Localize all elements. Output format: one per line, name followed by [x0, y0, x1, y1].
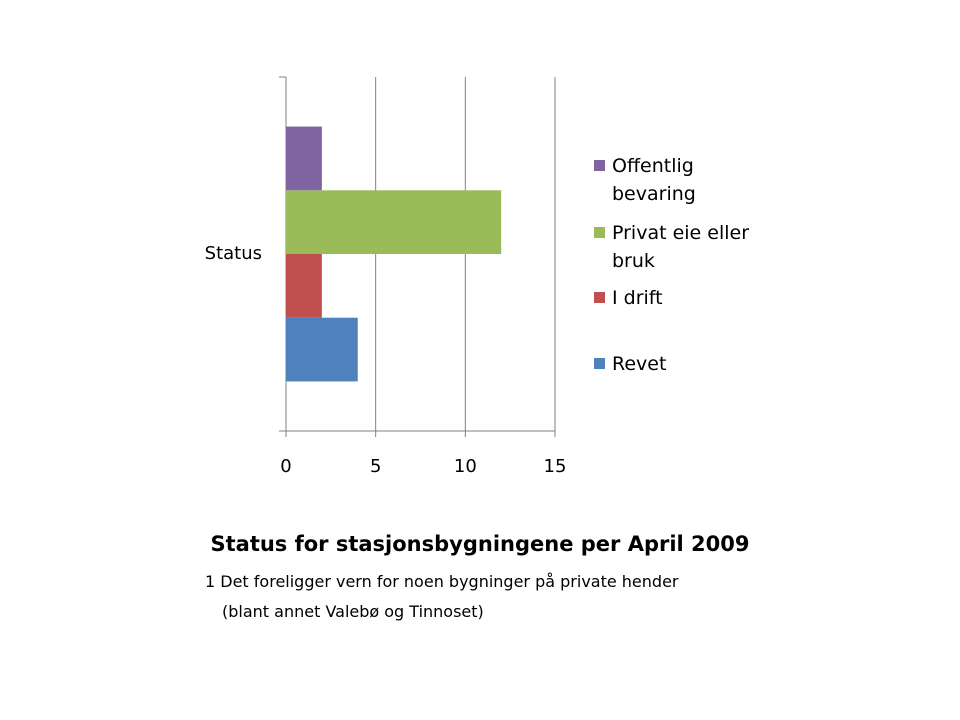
bar	[286, 126, 322, 191]
bar	[286, 190, 502, 254]
bar	[286, 317, 358, 382]
legend-swatch	[594, 160, 605, 171]
legend-swatch	[594, 227, 605, 238]
legend-entry: I drift	[594, 284, 782, 312]
legend-label: Revet	[612, 353, 667, 375]
legend-entry: Offentlig bevaring	[594, 152, 782, 208]
y-tick-label: Status	[205, 243, 262, 264]
legend-label: I drift	[612, 287, 663, 309]
legend-label: Offentlig bevaring	[612, 155, 696, 205]
note: (blant annet Valebø og Tinnoset)	[222, 602, 484, 621]
legend-entry: Privat eie eller bruk	[594, 219, 782, 275]
chart-title: Status for stasjonsbygningene per April …	[210, 532, 749, 556]
legend-label: Privat eie eller bruk	[612, 222, 750, 272]
legend-swatch	[594, 292, 605, 303]
x-tick-label: 15	[544, 456, 567, 477]
note: 1 Det foreligger vern for noen bygninger…	[205, 572, 679, 591]
x-tick-label: 0	[280, 456, 291, 477]
legend-entry: Revet	[594, 350, 782, 378]
legend-swatch	[594, 358, 605, 369]
bar	[286, 254, 322, 318]
x-tick-label: 5	[370, 456, 381, 477]
x-tick-label: 10	[454, 456, 477, 477]
